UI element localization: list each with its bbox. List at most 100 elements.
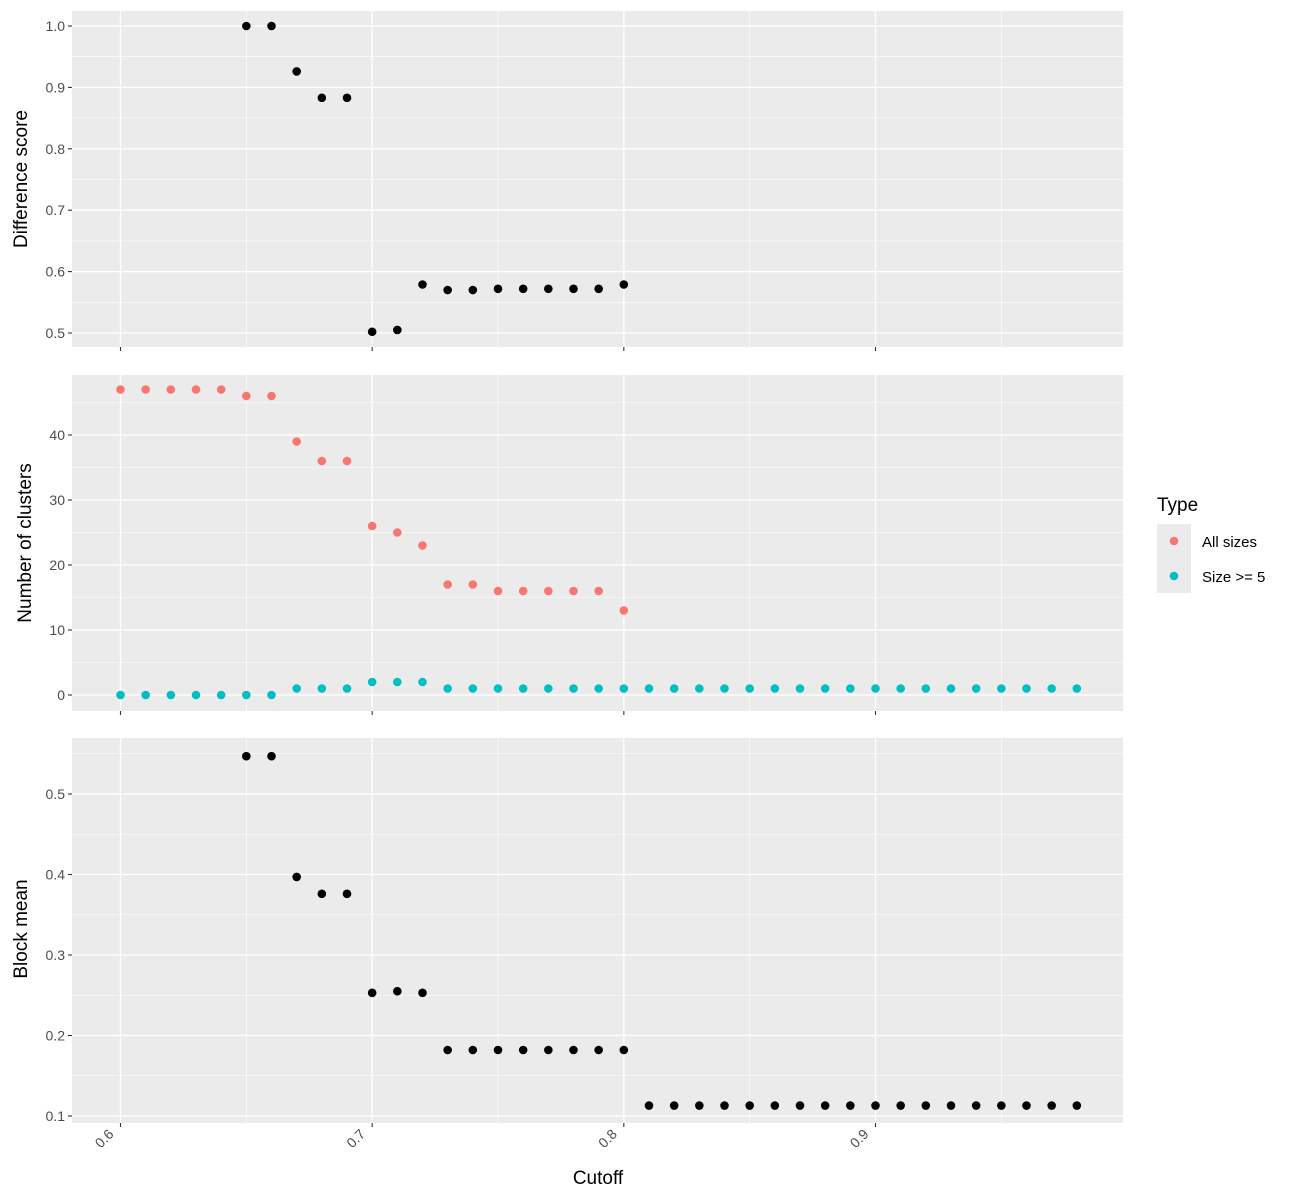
data-point <box>367 327 377 337</box>
data-point <box>518 586 528 596</box>
y-tick-label: 0.1 <box>46 1108 66 1124</box>
x-axis-title: Cutoff <box>573 1168 624 1189</box>
y-tick-label: 30 <box>49 492 65 508</box>
data-point <box>317 684 327 693</box>
data-point <box>166 385 176 394</box>
data-point <box>544 284 553 294</box>
data-point <box>418 541 427 550</box>
data-point <box>317 889 327 899</box>
data-point <box>468 684 478 693</box>
data-point <box>141 690 150 700</box>
data-point <box>518 1045 528 1055</box>
data-point <box>997 1101 1006 1110</box>
y-tick-label: 0 <box>57 687 65 703</box>
data-point <box>367 521 377 531</box>
data-point <box>443 285 452 295</box>
data-point <box>267 690 276 700</box>
data-point <box>745 684 754 693</box>
data-point <box>393 528 402 537</box>
y-tick-label: 20 <box>49 557 65 573</box>
data-point <box>871 684 880 693</box>
data-point <box>795 684 805 693</box>
data-point <box>518 684 528 693</box>
data-point <box>669 684 679 693</box>
y-tick-label: 0.3 <box>46 947 66 963</box>
legend-key-all-sizes <box>1169 536 1179 546</box>
data-point <box>770 684 780 693</box>
data-point <box>393 986 402 996</box>
data-point <box>619 684 629 693</box>
data-point <box>770 1101 780 1110</box>
data-point <box>292 437 301 446</box>
data-point <box>971 684 981 693</box>
y-tick-label: 1.0 <box>46 18 66 34</box>
data-point <box>418 280 427 289</box>
data-point <box>141 385 150 394</box>
data-point <box>342 684 352 693</box>
data-point <box>820 1101 830 1110</box>
data-point <box>569 586 578 596</box>
data-point <box>418 677 427 687</box>
data-point <box>669 1101 679 1110</box>
data-point <box>846 684 855 693</box>
data-point <box>745 1101 754 1110</box>
data-point <box>242 690 251 700</box>
y-tick-label: 0.6 <box>46 264 66 280</box>
y-tick-label: 0.7 <box>46 202 66 218</box>
data-point <box>518 284 528 294</box>
y-axis-title-top: Difference score <box>11 110 32 248</box>
data-point <box>443 1045 452 1055</box>
legend: Type All sizes Size >= 5 <box>1157 495 1265 593</box>
data-point <box>846 1101 855 1110</box>
data-point <box>1072 1101 1082 1110</box>
y-tick-label: 0.5 <box>46 786 66 802</box>
y-tick-label: 0.5 <box>46 325 66 341</box>
data-point <box>1072 684 1082 693</box>
data-point <box>242 751 251 761</box>
data-point <box>493 284 503 294</box>
data-point <box>594 684 603 693</box>
y-tick-label: 0.4 <box>46 867 66 883</box>
data-point <box>896 684 905 693</box>
data-point <box>695 684 704 693</box>
data-point <box>544 1045 553 1055</box>
data-point <box>619 606 629 615</box>
data-point <box>242 391 251 401</box>
data-point <box>594 284 603 294</box>
data-point <box>1047 1101 1056 1110</box>
data-point <box>242 21 251 31</box>
data-point <box>317 93 327 103</box>
y-tick-label: 0.2 <box>46 1028 66 1044</box>
data-point <box>292 684 301 693</box>
y-tick-label: 10 <box>49 622 65 638</box>
data-point <box>695 1101 704 1110</box>
data-point <box>569 284 578 294</box>
y-axis-title-middle: Number of clusters <box>15 463 36 622</box>
data-point <box>644 1101 654 1110</box>
data-point <box>493 586 503 596</box>
data-point <box>569 1045 578 1055</box>
data-point <box>644 684 654 693</box>
data-point <box>569 684 578 693</box>
data-point <box>116 690 125 700</box>
data-point <box>795 1101 805 1110</box>
data-point <box>720 1101 729 1110</box>
panel-background <box>72 11 1123 347</box>
data-point <box>820 684 830 693</box>
data-point <box>946 684 956 693</box>
data-point <box>997 684 1006 693</box>
x-tick-label: 0.8 <box>595 1126 620 1151</box>
data-point <box>468 285 478 295</box>
data-point <box>342 93 352 103</box>
data-point <box>921 1101 931 1110</box>
panel-background <box>72 375 1123 711</box>
data-point <box>191 690 201 700</box>
data-point <box>418 988 427 998</box>
y-tick-label: 0.8 <box>46 141 66 157</box>
data-point <box>871 1101 880 1110</box>
legend-label-all-sizes: All sizes <box>1202 534 1257 551</box>
data-point <box>594 586 603 596</box>
data-point <box>1022 684 1031 693</box>
y-tick-label: 0.9 <box>46 79 66 95</box>
